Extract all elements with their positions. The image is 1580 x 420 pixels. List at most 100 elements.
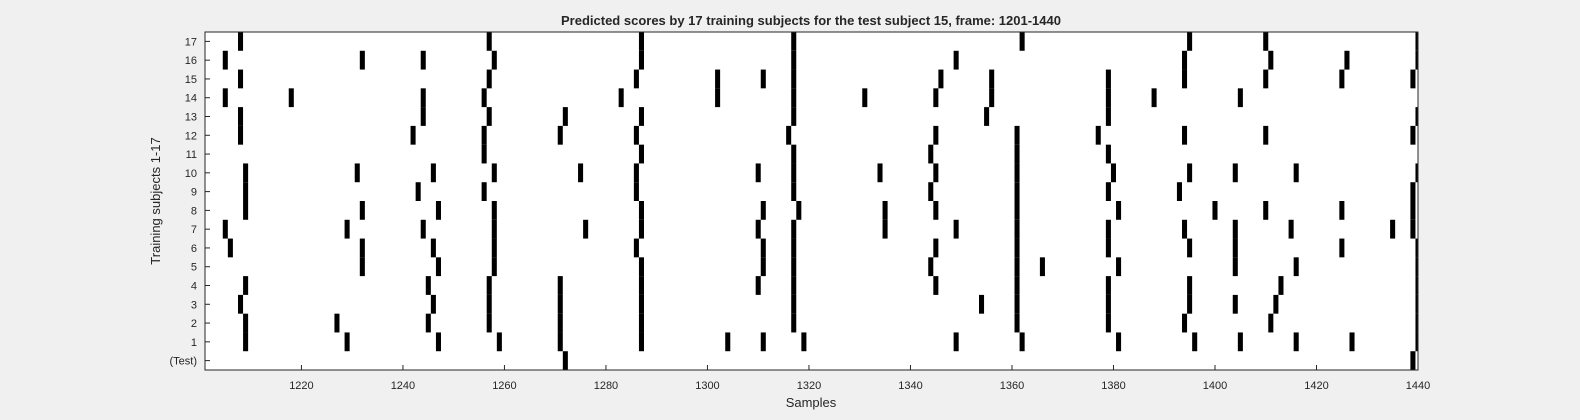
mark-row-3-1 bbox=[430, 294, 436, 314]
mark-row-10-6 bbox=[755, 163, 761, 183]
marks-layer bbox=[222, 32, 1418, 370]
mark-row-13-7 bbox=[1105, 107, 1111, 126]
mark-row-5-6 bbox=[928, 257, 934, 277]
mark-row-4-11 bbox=[1278, 276, 1284, 295]
mark-row-6-12 bbox=[1339, 238, 1345, 258]
mark-row-6-11 bbox=[1232, 238, 1238, 258]
mark-row-8-13 bbox=[1339, 201, 1345, 220]
mark-row-16-2 bbox=[420, 50, 426, 70]
mark-row-8-7 bbox=[882, 201, 888, 220]
mark-row-17-3 bbox=[791, 32, 797, 51]
mark-row-2-2 bbox=[425, 313, 431, 333]
mark-row-9-6 bbox=[1014, 182, 1020, 201]
mark-row-2-4 bbox=[557, 313, 563, 333]
mark-row-15-5 bbox=[791, 69, 797, 89]
mark-row-10-3 bbox=[491, 163, 497, 183]
y-tick-label: 15 bbox=[185, 74, 197, 86]
mark-row-6-6 bbox=[791, 238, 797, 258]
mark-row-10-15 bbox=[1415, 163, 1418, 183]
mark-row-4-5 bbox=[755, 276, 761, 295]
mark-row-11-2 bbox=[791, 144, 797, 164]
mark-row-6-5 bbox=[760, 238, 766, 258]
mark-row-16-6 bbox=[953, 50, 959, 70]
mark-row-8-3 bbox=[491, 201, 497, 220]
mark-row-2-8 bbox=[1105, 313, 1111, 333]
x-tick-label: 1440 bbox=[1406, 380, 1430, 392]
mark-row-13-5 bbox=[791, 107, 797, 126]
mark-row-9-5 bbox=[928, 182, 934, 201]
mark-row-1-10 bbox=[1019, 332, 1025, 352]
mark-row-4-1 bbox=[425, 276, 431, 295]
mark-row-5-7 bbox=[1014, 257, 1020, 277]
mark-row-6-4 bbox=[633, 238, 639, 258]
mark-row-8-0 bbox=[243, 201, 249, 220]
y-tick-label: 1 bbox=[191, 337, 197, 349]
mark-row-5-9 bbox=[1116, 257, 1122, 277]
mark-row-5-8 bbox=[1039, 257, 1045, 277]
mark-row-1-9 bbox=[953, 332, 959, 352]
mark-row-3-7 bbox=[1014, 294, 1020, 314]
mark-row-8-11 bbox=[1212, 201, 1218, 220]
mark-row-15-0 bbox=[238, 69, 244, 89]
mark-row-5-5 bbox=[791, 257, 797, 277]
mark-row-test-0 bbox=[562, 351, 568, 370]
mark-row-2-1 bbox=[334, 313, 340, 333]
mark-row-3-9 bbox=[1187, 294, 1193, 314]
mark-row-10-11 bbox=[1110, 163, 1116, 183]
mark-row-15-3 bbox=[715, 69, 721, 89]
y-tick-label: 16 bbox=[185, 55, 197, 67]
mark-row-8-8 bbox=[933, 201, 939, 220]
mark-row-7-11 bbox=[1105, 219, 1111, 239]
mark-row-12-0 bbox=[238, 125, 244, 145]
mark-row-1-11 bbox=[1116, 332, 1122, 352]
mark-row-8-4 bbox=[638, 201, 644, 220]
mark-row-2-0 bbox=[243, 313, 249, 333]
mark-row-15-1 bbox=[486, 69, 492, 89]
mark-row-10-12 bbox=[1187, 163, 1193, 183]
mark-row-16-4 bbox=[638, 50, 644, 70]
mark-row-11-3 bbox=[928, 144, 934, 164]
mark-row-9-2 bbox=[481, 182, 487, 201]
mark-row-6-8 bbox=[1014, 238, 1020, 258]
mark-row-16-9 bbox=[1344, 50, 1350, 70]
mark-row-13-2 bbox=[486, 107, 492, 126]
mark-row-1-16 bbox=[1415, 332, 1418, 352]
mark-row-14-10 bbox=[1105, 88, 1111, 108]
x-tick-label: 1320 bbox=[797, 380, 821, 392]
mark-row-13-6 bbox=[984, 107, 990, 126]
mark-row-1-6 bbox=[725, 332, 731, 352]
mark-row-3-10 bbox=[1232, 294, 1238, 314]
mark-row-5-4 bbox=[760, 257, 766, 277]
mark-row-7-14 bbox=[1288, 219, 1294, 239]
mark-row-3-5 bbox=[791, 294, 797, 314]
mark-row-10-13 bbox=[1232, 163, 1238, 183]
mark-row-16-7 bbox=[1182, 50, 1188, 70]
mark-row-6-1 bbox=[359, 238, 365, 258]
mark-row-12-1 bbox=[410, 125, 416, 145]
mark-row-3-3 bbox=[557, 294, 563, 314]
mark-row-17-0 bbox=[238, 32, 244, 51]
mark-row-7-2 bbox=[420, 219, 426, 239]
chart-title: Predicted scores by 17 training subjects… bbox=[561, 13, 1061, 28]
mark-row-11-4 bbox=[1014, 144, 1020, 164]
mark-row-11-1 bbox=[638, 144, 644, 164]
mark-row-2-3 bbox=[486, 313, 492, 333]
x-tick-label: 1380 bbox=[1101, 380, 1125, 392]
mark-row-1-15 bbox=[1349, 332, 1355, 352]
mark-row-10-0 bbox=[243, 163, 249, 183]
mark-row-7-10 bbox=[1014, 219, 1020, 239]
plot-frame bbox=[204, 31, 1419, 371]
mark-row-10-14 bbox=[1293, 163, 1299, 183]
mark-row-17-7 bbox=[1415, 32, 1418, 51]
mark-row-9-7 bbox=[1105, 182, 1111, 201]
mark-row-10-1 bbox=[354, 163, 360, 183]
mark-row-12-10 bbox=[1263, 125, 1269, 145]
mark-row-9-4 bbox=[791, 182, 797, 201]
mark-row-15-8 bbox=[1105, 69, 1111, 89]
mark-row-1-13 bbox=[1237, 332, 1243, 352]
mark-row-6-3 bbox=[491, 238, 497, 258]
mark-row-15-9 bbox=[1182, 69, 1188, 89]
mark-row-11-5 bbox=[1105, 144, 1111, 164]
mark-row-1-5 bbox=[638, 332, 644, 352]
mark-row-13-4 bbox=[638, 107, 644, 126]
